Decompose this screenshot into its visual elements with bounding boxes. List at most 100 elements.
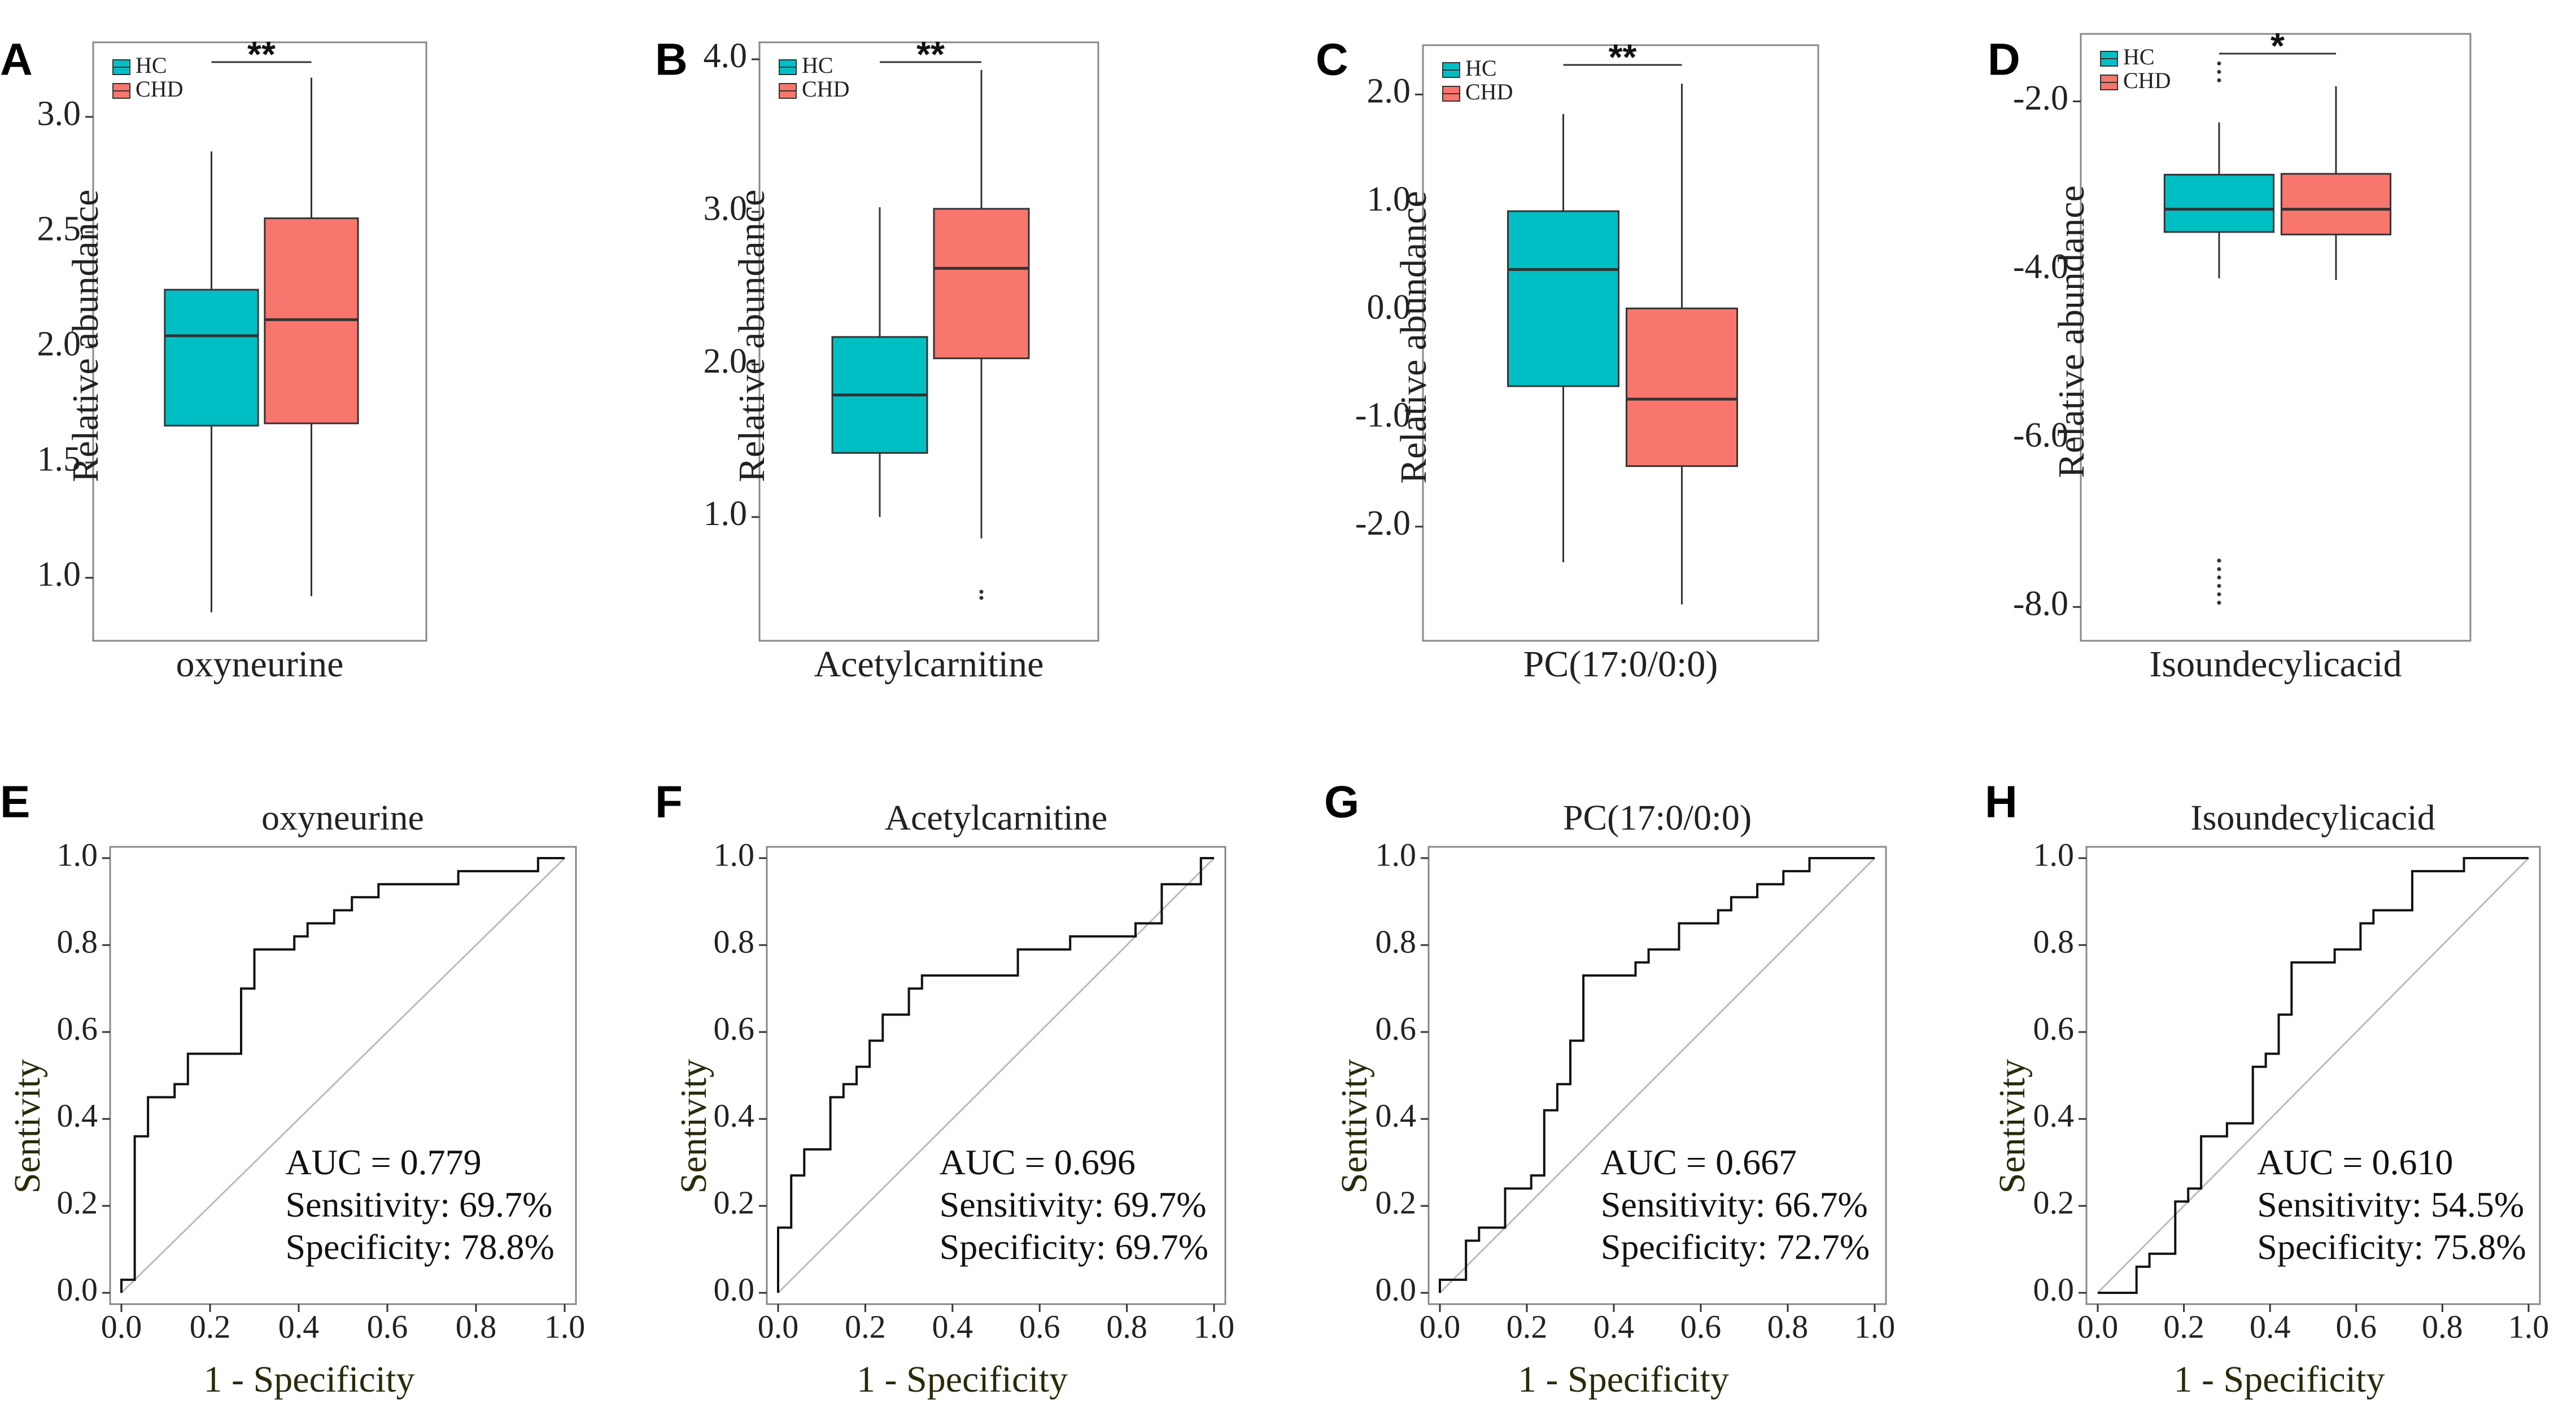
x-tick-label: 0.6 (1019, 1308, 1060, 1345)
outlier-point (979, 596, 984, 600)
y-tick-label: -6.0 (2013, 416, 2068, 454)
x-tick-label: 1.0 (1854, 1308, 1896, 1345)
y-tick-label: -4.0 (2013, 247, 2068, 286)
y-tick-label: 0.6 (57, 1010, 98, 1047)
y-tick-label: 0.6 (714, 1010, 755, 1047)
y-tick-label: 2.0 (37, 325, 81, 363)
diagonal-reference (777, 857, 1215, 1294)
x-tick-label: 0.4 (278, 1308, 320, 1345)
box-hc (164, 151, 259, 613)
box-body (2163, 173, 2275, 233)
panel-letter: A (0, 34, 33, 85)
y-axis-title: Sentivity (7, 1059, 48, 1193)
y-tick-label: 3.0 (704, 190, 748, 228)
outlier-point (2217, 567, 2221, 571)
y-tick-label: 0.0 (2033, 1271, 2075, 1308)
plot-frame (1422, 44, 1819, 642)
x-tick-label: 0.2 (2163, 1308, 2204, 1345)
y-tick-label: 1.0 (2033, 836, 2075, 873)
y-tick-label: 0.4 (714, 1097, 755, 1134)
legend-label: CHD (2123, 68, 2171, 93)
y-tick-label: 0.8 (57, 923, 98, 960)
outlier-point (2217, 558, 2221, 563)
roc-curve (2098, 857, 2529, 1294)
y-tick-label: 0.2 (714, 1184, 755, 1221)
boxplot-panel-b: B 1.0 2.0 3.0 4.0 Relative abundance Acetylcar… (655, 34, 1099, 685)
roc-panel-g: G PC(17:0/0:0) 0.00.0 0.2 0.2 0.4 0.4 0.6 0.6 0.8… (1324, 777, 1895, 1401)
specificity-text: Specificity: 72.7% (1601, 1227, 1870, 1267)
outlier-point (2217, 575, 2221, 580)
y-tick-label: 0.0 (1376, 1271, 1417, 1308)
outlier-point (2217, 584, 2221, 588)
y-tick-label: 0.8 (2033, 923, 2075, 960)
y-tick-label: 2.5 (37, 209, 81, 248)
y-axis-title: Sentivity (673, 1059, 714, 1193)
y-tick-label: -2.0 (2013, 79, 2068, 117)
auc-text: AUC = 0.779 (285, 1142, 481, 1182)
x-tick-label: 0.8 (2422, 1308, 2463, 1345)
diagonal-reference (1439, 857, 1876, 1294)
plot-frame (92, 41, 427, 642)
x-tick-label: 0.0 (101, 1308, 142, 1345)
y-tick-label: 0.4 (1376, 1097, 1417, 1134)
boxplot-panel-d: D -8.0 -6.0 -4.0 -2.0 Relative abundance Isoun… (1988, 25, 2472, 685)
box-body (164, 288, 259, 427)
x-tick-label: 0.2 (845, 1308, 886, 1345)
legend-label: HC (136, 53, 167, 78)
plot-frame (109, 846, 577, 1305)
auc-text: AUC = 0.696 (940, 1142, 1136, 1182)
y-axis-title: Relative abundance (1393, 191, 1434, 484)
box-chd (264, 77, 359, 597)
sensitivity-text: Sensitivity: 66.7% (1601, 1184, 1868, 1225)
y-tick-label: 0.6 (1376, 1010, 1417, 1047)
legend-label: HC (802, 53, 833, 78)
y-tick-label: 0.8 (714, 923, 755, 960)
box-hc (1507, 113, 1619, 562)
plot-frame (2085, 846, 2541, 1305)
panel-letter: C (1316, 34, 1348, 85)
y-tick-label: 1.0 (37, 556, 81, 594)
y-axis-title: Relative abundance (2051, 185, 2092, 478)
x-axis-label: PC(17:0/0:0) (1523, 644, 1718, 685)
diagonal-reference (2097, 857, 2530, 1294)
y-tick-label: 0.4 (2033, 1097, 2075, 1134)
x-tick-label: 0.6 (1680, 1308, 1722, 1345)
x-axis-title: 1 - Specificity (2174, 1359, 2385, 1400)
y-tick-label: 2.0 (704, 342, 748, 381)
panel-letter: E (0, 777, 30, 827)
y-tick-label: 0.2 (2033, 1184, 2075, 1221)
significance-mark: * (2271, 25, 2285, 66)
significance-mark: ** (247, 34, 276, 75)
sensitivity-text: Sensitivity: 69.7% (940, 1184, 1207, 1225)
legend-label: HC (2123, 44, 2155, 69)
x-tick-label: 0.0 (2077, 1308, 2119, 1345)
y-tick-label: 0.0 (714, 1271, 755, 1308)
x-tick-label: 0.0 (1420, 1308, 1461, 1345)
box-chd (933, 69, 1030, 600)
roc-curve (1439, 857, 1875, 1293)
x-tick-label: 0.6 (2336, 1308, 2377, 1345)
outlier-point (2217, 592, 2221, 597)
panel-letter: G (1324, 777, 1359, 827)
specificity-text: Specificity: 75.8% (2257, 1227, 2526, 1267)
box-body (2280, 173, 2392, 235)
auc-text: AUC = 0.610 (2257, 1142, 2453, 1182)
roc-panel-f: F Acetylcarnitine 0.00.0 0.2 0.2 0.4 0.4 0.6 0.6… (655, 777, 1234, 1401)
box-body (1626, 307, 1738, 467)
roc-panel-h: H Isoundecylicacid 0.00.0 0.2 0.2 0.4 0.4 0.6 0.… (1985, 777, 2549, 1401)
panel-letter: H (1985, 777, 2018, 827)
outlier-point (2217, 601, 2221, 605)
y-tick-label: 1.0 (704, 495, 748, 533)
plot-frame (766, 846, 1226, 1305)
x-tick-label: 0.4 (1593, 1308, 1635, 1345)
x-tick-label: 1.0 (2508, 1308, 2549, 1345)
specificity-text: Specificity: 69.7% (940, 1227, 1208, 1267)
y-tick-label: 0.8 (1376, 923, 1417, 960)
y-tick-label: 1.0 (1367, 180, 1411, 218)
y-tick-label: 3.0 (37, 94, 81, 133)
box-chd (2280, 86, 2392, 280)
roc-title: Acetylcarnitine (885, 798, 1107, 838)
panel-letter: F (655, 777, 683, 827)
outlier-point (2217, 78, 2221, 82)
